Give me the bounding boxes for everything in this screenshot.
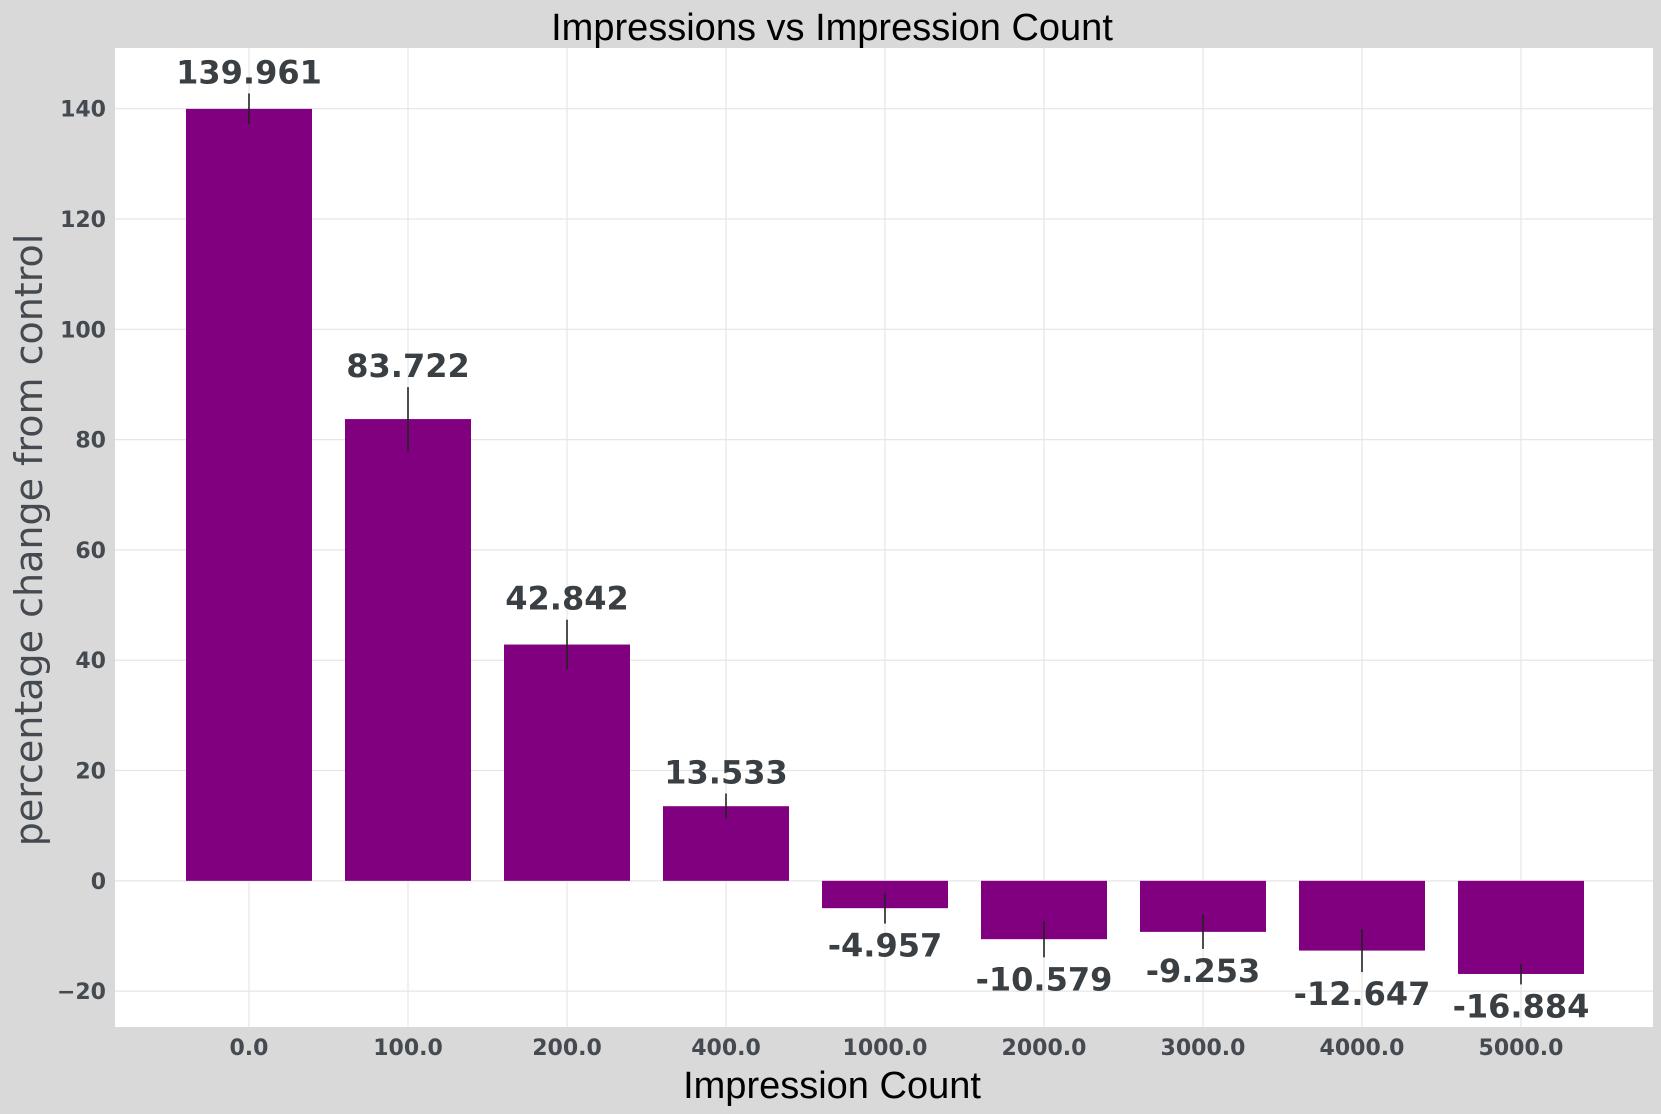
x-tick-label: 0.0 xyxy=(230,1036,269,1061)
data-label: 83.722 xyxy=(346,347,469,385)
x-axis-ticks: 0.0 100.0 200.0 400.0 1000.0 2000.0 3000.0 4000… xyxy=(230,1036,1564,1061)
y-tick-label: 40 xyxy=(75,649,106,674)
data-labels: 139.961 83.722 42.842 13.533 -4.957 -10.579 -9… xyxy=(176,53,1589,1025)
y-tick-label: 140 xyxy=(60,98,106,123)
x-tick-label: 3000.0 xyxy=(1161,1036,1246,1061)
y-tick-label: 0 xyxy=(91,870,106,895)
bar xyxy=(1458,880,1584,974)
chart-title: Impressions vs Impression Count xyxy=(551,7,1113,49)
data-label: -9.253 xyxy=(1146,952,1261,990)
x-tick-label: 200.0 xyxy=(532,1036,602,1061)
bar xyxy=(186,108,312,881)
data-label: 139.961 xyxy=(176,53,322,91)
y-tick-label: 60 xyxy=(75,539,106,564)
y-tick-label: −20 xyxy=(57,980,106,1005)
x-tick-label: 1000.0 xyxy=(843,1036,928,1061)
bar xyxy=(504,644,630,881)
bar xyxy=(345,419,471,881)
data-label: -12.647 xyxy=(1294,975,1431,1013)
error-bars xyxy=(248,93,1522,985)
data-label: -4.957 xyxy=(828,927,943,965)
y-tick-label: 80 xyxy=(75,429,106,454)
y-tick-label: 20 xyxy=(75,760,106,785)
y-axis-label: percentage change from control xyxy=(7,234,51,847)
data-label: 42.842 xyxy=(505,580,628,618)
data-label: -10.579 xyxy=(976,960,1113,998)
data-label: 13.533 xyxy=(664,754,787,792)
x-tick-label: 4000.0 xyxy=(1320,1036,1405,1061)
y-tick-label: 120 xyxy=(60,208,106,233)
data-label: -16.884 xyxy=(1453,987,1590,1025)
y-axis-ticks: −20 0 20 40 60 80 100 120 140 xyxy=(57,98,106,1005)
x-tick-label: 400.0 xyxy=(691,1036,761,1061)
x-tick-label: 2000.0 xyxy=(1002,1036,1087,1061)
x-axis-label: Impression Count xyxy=(683,1065,981,1107)
y-tick-label: 100 xyxy=(60,318,106,343)
x-tick-label: 100.0 xyxy=(373,1036,443,1061)
x-tick-label: 5000.0 xyxy=(1479,1036,1564,1061)
